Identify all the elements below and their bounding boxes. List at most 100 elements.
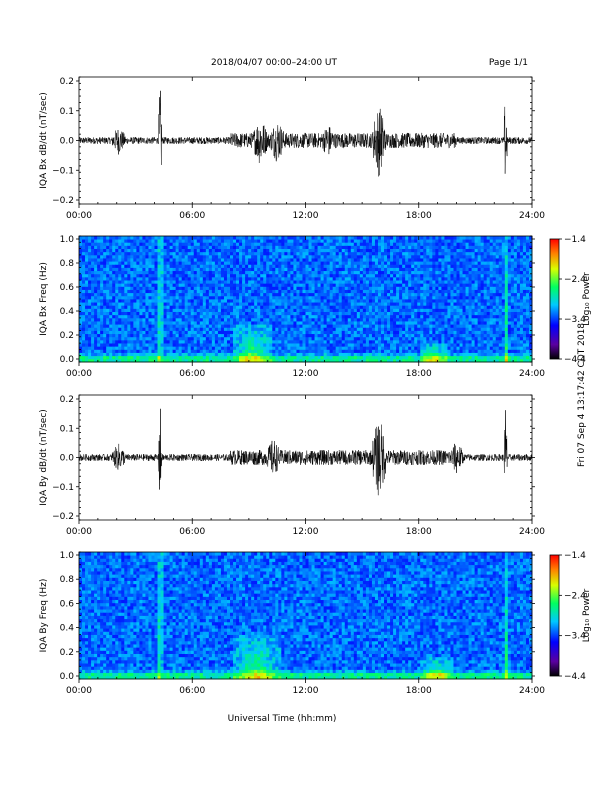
spectrogram-cell bbox=[205, 261, 210, 265]
spectrogram-cell bbox=[323, 299, 328, 303]
spectrogram-cell bbox=[353, 292, 358, 297]
spectrogram-cell bbox=[103, 327, 107, 331]
spectrogram-cell bbox=[384, 305, 388, 309]
spectrogram-cell bbox=[299, 305, 303, 309]
spectrogram-cell bbox=[365, 336, 370, 341]
page-title: 2018/04/07 00:00–24:00 UT bbox=[211, 58, 338, 68]
spectrogram-cell bbox=[196, 264, 201, 268]
spectrogram-cell bbox=[160, 333, 164, 338]
spectrogram-cell bbox=[106, 258, 110, 262]
spectrogram-cell bbox=[368, 324, 373, 328]
spectrogram-cell bbox=[91, 352, 95, 357]
spectrogram-cell bbox=[139, 273, 143, 278]
spectrogram-cell bbox=[266, 264, 270, 268]
spectrogram-cell bbox=[432, 330, 436, 335]
spectrogram-cell bbox=[426, 236, 430, 240]
spectrogram-cell bbox=[97, 339, 101, 344]
spectrogram-cell bbox=[432, 352, 436, 357]
spectrogram-cell bbox=[145, 295, 149, 300]
spectrogram-cell bbox=[166, 330, 170, 335]
spectrogram-cell bbox=[377, 295, 382, 300]
spectrogram-cell bbox=[217, 273, 222, 278]
spectrogram-cell bbox=[269, 358, 273, 363]
spectrogram-cell bbox=[447, 336, 451, 341]
spectrogram-cell bbox=[166, 336, 170, 341]
spectrogram-cell bbox=[347, 302, 352, 306]
spectrogram-cell bbox=[260, 239, 264, 243]
spectrogram-cell bbox=[85, 276, 89, 281]
spectrogram-cell bbox=[239, 308, 243, 312]
spectrogram-cell bbox=[169, 343, 174, 347]
spectrogram-cell bbox=[408, 248, 412, 253]
spectrogram-cell bbox=[377, 330, 382, 335]
spectrogram-cell bbox=[302, 258, 306, 262]
spectrogram-cell bbox=[362, 311, 367, 316]
spectrogram-cell bbox=[94, 251, 98, 256]
spectrogram-cell bbox=[103, 349, 107, 353]
spectrogram-cell bbox=[314, 236, 318, 240]
spectrogram-cell bbox=[269, 273, 273, 278]
spectrogram-cell bbox=[142, 248, 146, 253]
spectrogram-cell bbox=[326, 276, 331, 281]
spectrogram-cell bbox=[396, 324, 400, 328]
spectrogram-cell bbox=[254, 308, 258, 312]
spectrogram-cell bbox=[278, 286, 282, 290]
spectrogram-cell bbox=[272, 267, 276, 272]
spectrogram-cell bbox=[441, 261, 445, 265]
spectrogram-cell bbox=[266, 333, 270, 338]
spectrogram-cell bbox=[148, 242, 152, 246]
spectrogram-cell bbox=[426, 302, 430, 306]
spectrogram-cell bbox=[350, 242, 355, 246]
spectrogram-cell bbox=[290, 299, 294, 303]
spectrogram-cell bbox=[408, 270, 412, 275]
spectrogram-cell bbox=[347, 239, 352, 243]
spectrogram-cell bbox=[242, 245, 246, 249]
spectrogram-cell bbox=[257, 358, 261, 363]
spectrogram-cell bbox=[302, 292, 306, 297]
spectrogram-cell bbox=[202, 251, 207, 256]
spectrogram-cell bbox=[368, 299, 373, 303]
spectrogram-cell bbox=[88, 248, 92, 253]
spectrogram-cell bbox=[245, 289, 249, 294]
spectrogram-cell bbox=[151, 242, 155, 246]
spectrogram-cell bbox=[133, 330, 137, 335]
spectrogram-cell bbox=[405, 339, 409, 344]
spectrogram-cell bbox=[302, 295, 306, 300]
spectrogram-cell bbox=[320, 267, 325, 272]
spectrogram-cell bbox=[269, 295, 273, 300]
spectrogram-cell bbox=[251, 280, 255, 284]
spectrogram-cell bbox=[236, 339, 240, 344]
spectrogram-cell bbox=[157, 236, 161, 240]
spectrogram-cell bbox=[121, 295, 125, 300]
spectrogram-cell bbox=[338, 289, 343, 294]
spectrogram-cell bbox=[323, 330, 328, 335]
spectrogram-cell bbox=[266, 299, 270, 303]
spectrogram-cell bbox=[136, 267, 140, 272]
spectrogram-cell bbox=[329, 305, 334, 309]
spectrogram-cell bbox=[160, 321, 164, 325]
spectrogram-cell bbox=[133, 339, 137, 344]
spectrogram-cell bbox=[305, 289, 309, 294]
spectrogram-cell bbox=[353, 245, 358, 249]
spectrogram-cell bbox=[151, 330, 155, 335]
spectrogram-cell bbox=[381, 276, 385, 281]
spectrogram-cell bbox=[103, 286, 107, 290]
spectrogram-cell bbox=[230, 289, 234, 294]
spectrogram-cell bbox=[302, 248, 306, 253]
spectrogram-cell bbox=[374, 289, 379, 294]
spectrogram-cell bbox=[226, 261, 231, 265]
spectrogram-cell bbox=[181, 261, 186, 265]
spectrogram-cell bbox=[314, 273, 318, 278]
spectrogram-cell bbox=[242, 305, 246, 309]
spectrogram-cell bbox=[109, 314, 113, 319]
spectrogram-cell bbox=[151, 343, 155, 347]
spectrogram-cell bbox=[438, 292, 442, 297]
spectrogram-cell bbox=[387, 327, 391, 331]
spectrogram-cell bbox=[417, 245, 421, 249]
spectrogram-cell bbox=[157, 327, 161, 331]
spectrogram-cell bbox=[254, 317, 258, 322]
spectrogram-cell bbox=[314, 292, 318, 297]
spectrogram-cell bbox=[275, 280, 279, 284]
spectrogram-cell bbox=[387, 258, 391, 262]
spectrogram-cell bbox=[384, 251, 388, 256]
